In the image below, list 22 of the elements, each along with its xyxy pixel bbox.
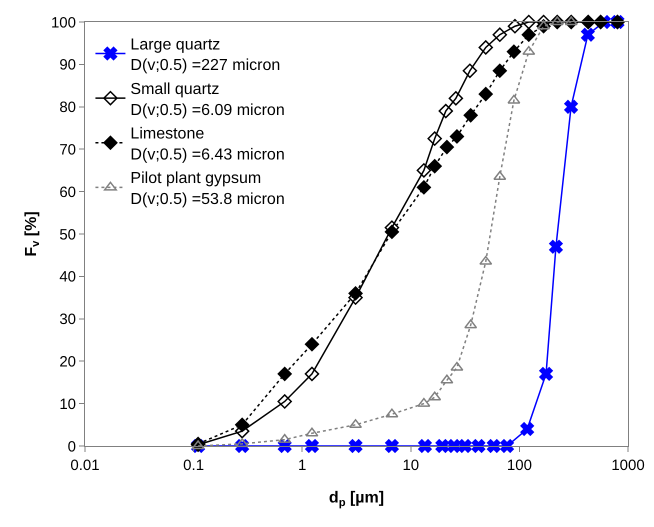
x-tick-label: 1	[298, 457, 306, 474]
x-tick-label: 0.1	[183, 457, 204, 474]
y-tick-label: 70	[59, 141, 76, 158]
y-tick-label: 40	[59, 268, 76, 286]
legend-label: Large quartz D(v;0.5) =227 micron	[130, 36, 280, 74]
x-tick-label: 100	[506, 457, 532, 474]
y-tick-label: 100	[50, 14, 76, 32]
y-tick-label: 0	[68, 438, 76, 456]
y-tick-label: 50	[59, 226, 76, 244]
x-axis-title: d$_{p}$ [µm]	[328, 490, 384, 510]
legend-label: Small quartz D(v;0.5) =6.09 micron	[130, 80, 285, 119]
legend-label: Pilot plant gypsum D(v;0.5) =53.8 micron	[130, 170, 285, 208]
y-tick-label: 80	[59, 99, 76, 116]
y-tick-label: 20	[59, 353, 76, 370]
x-tick-label: 1000	[611, 457, 645, 474]
legend-label: Limestone D(v;0.5) =6.43 micron	[130, 126, 285, 164]
y-tick-label: 30	[59, 311, 76, 328]
x-tick-label: 0.01	[70, 457, 100, 474]
y-tick-label: 60	[59, 184, 76, 201]
y-tick-label: 10	[59, 396, 76, 413]
y-tick-label: 90	[59, 56, 76, 74]
x-tick-label: 10	[402, 457, 420, 474]
